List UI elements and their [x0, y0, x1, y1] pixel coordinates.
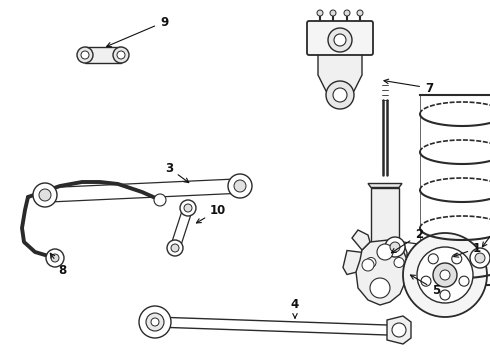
Circle shape	[377, 244, 393, 260]
Polygon shape	[356, 240, 408, 305]
Circle shape	[330, 10, 336, 16]
Circle shape	[421, 276, 431, 286]
Circle shape	[357, 10, 363, 16]
Polygon shape	[85, 47, 121, 63]
Circle shape	[362, 259, 374, 271]
Circle shape	[385, 237, 405, 257]
Text: 9: 9	[107, 15, 168, 47]
Text: 10: 10	[196, 203, 226, 223]
Circle shape	[51, 254, 59, 262]
Circle shape	[475, 253, 485, 263]
Polygon shape	[368, 184, 402, 188]
Circle shape	[452, 254, 462, 264]
Text: 2: 2	[392, 229, 423, 253]
Text: 1: 1	[454, 242, 481, 257]
Text: 4: 4	[291, 298, 299, 318]
FancyBboxPatch shape	[307, 21, 373, 55]
Circle shape	[113, 47, 129, 63]
Circle shape	[234, 180, 246, 192]
Polygon shape	[387, 316, 411, 344]
Circle shape	[366, 257, 376, 267]
Circle shape	[459, 276, 469, 286]
Circle shape	[390, 242, 400, 252]
Polygon shape	[371, 188, 399, 243]
Circle shape	[394, 257, 404, 267]
Circle shape	[117, 51, 125, 59]
Circle shape	[46, 249, 64, 267]
Circle shape	[328, 28, 352, 52]
Circle shape	[470, 248, 490, 268]
Polygon shape	[318, 53, 362, 95]
Circle shape	[440, 270, 450, 280]
Circle shape	[344, 10, 350, 16]
Circle shape	[370, 278, 390, 298]
Text: 3: 3	[165, 162, 189, 183]
Circle shape	[326, 81, 354, 109]
Circle shape	[171, 244, 179, 252]
Circle shape	[146, 313, 164, 331]
Circle shape	[333, 88, 347, 102]
Circle shape	[428, 254, 438, 264]
Circle shape	[228, 174, 252, 198]
Text: 8: 8	[50, 253, 66, 276]
Polygon shape	[363, 243, 407, 284]
Circle shape	[39, 189, 51, 201]
Circle shape	[403, 233, 487, 317]
Circle shape	[417, 247, 473, 303]
Circle shape	[317, 10, 323, 16]
Polygon shape	[352, 230, 370, 250]
Circle shape	[180, 200, 196, 216]
Text: 5: 5	[411, 275, 440, 297]
Circle shape	[167, 240, 183, 256]
Circle shape	[440, 290, 450, 300]
Circle shape	[33, 183, 57, 207]
Circle shape	[77, 47, 93, 63]
Circle shape	[433, 263, 457, 287]
Circle shape	[154, 194, 166, 206]
Circle shape	[392, 323, 406, 337]
Circle shape	[151, 318, 159, 326]
Text: 3: 3	[482, 208, 490, 247]
Circle shape	[334, 34, 346, 46]
Circle shape	[184, 204, 192, 212]
Polygon shape	[343, 251, 363, 274]
Circle shape	[139, 306, 171, 338]
Circle shape	[81, 51, 89, 59]
Text: 7: 7	[384, 79, 433, 94]
